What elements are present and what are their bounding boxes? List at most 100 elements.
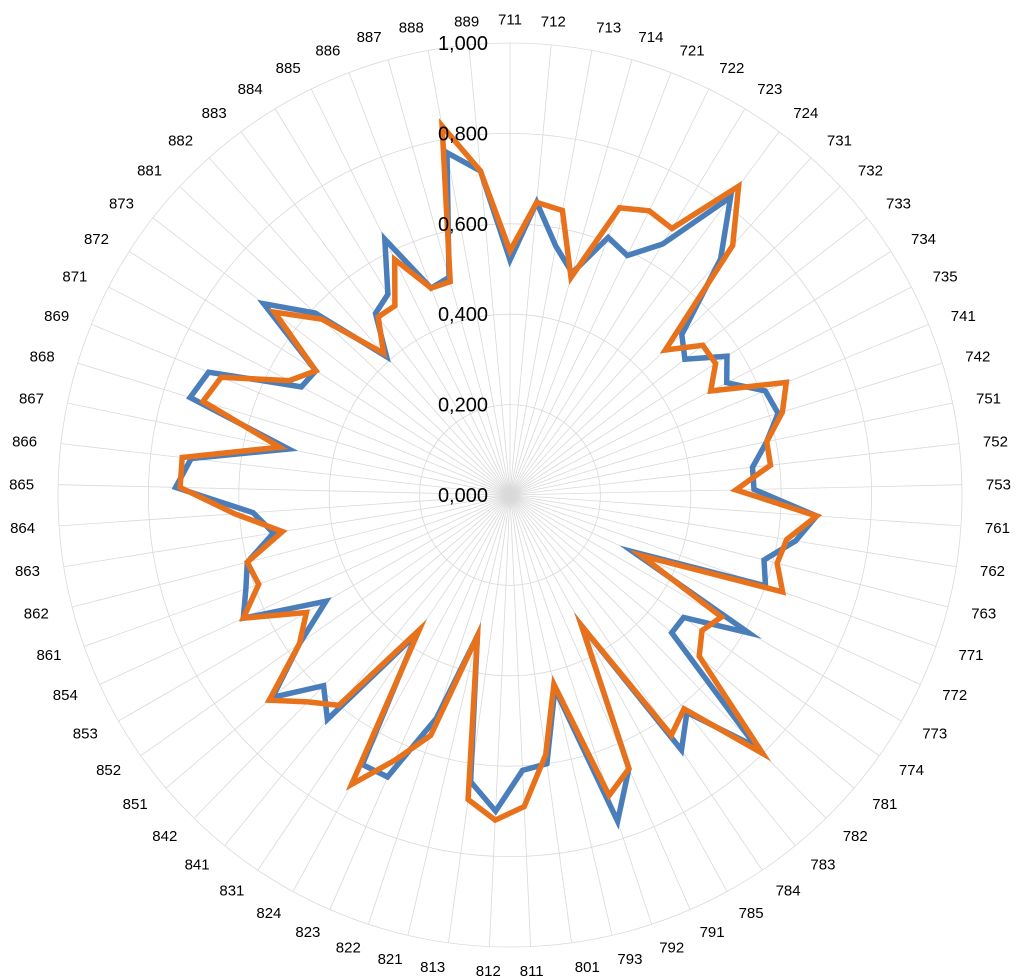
category-label: 762	[980, 563, 1005, 580]
category-label: 753	[986, 477, 1011, 494]
category-label: 842	[152, 828, 177, 845]
category-label: 773	[922, 726, 947, 743]
category-label: 852	[96, 762, 121, 779]
category-label: 869	[44, 308, 69, 325]
category-label: 888	[399, 19, 424, 36]
category-label: 783	[810, 857, 835, 874]
grid-spoke	[77, 362, 511, 496]
grid-ring	[328, 313, 692, 677]
category-label: 714	[638, 29, 663, 46]
category-label: 721	[680, 43, 705, 60]
category-label: 863	[15, 563, 40, 580]
series-layer	[171, 118, 823, 830]
grid-spoke	[407, 494, 511, 936]
category-label: 823	[295, 924, 320, 941]
grid-spoke	[468, 44, 511, 496]
grid-spoke	[509, 494, 763, 871]
grid-spoke	[165, 494, 511, 789]
grid-spoke	[509, 108, 746, 496]
radial-tick-label: 0,600	[438, 214, 488, 236]
grid-spoke	[140, 494, 511, 756]
radial-tick-label: 0,000	[438, 485, 488, 507]
grid-spoke	[509, 494, 855, 789]
category-label: 724	[793, 105, 818, 122]
grid-spoke	[509, 50, 593, 496]
grid-spoke	[310, 88, 511, 496]
category-label: 733	[886, 196, 911, 213]
grid-spoke	[60, 443, 511, 496]
grid-spoke	[509, 402, 953, 496]
grid-rings	[57, 42, 963, 948]
grid-spoke	[509, 494, 827, 819]
grid-spoke	[448, 494, 511, 943]
category-label: 713	[596, 19, 621, 36]
category-label: 884	[238, 81, 263, 98]
grid-spoke	[509, 494, 691, 910]
category-label: 822	[336, 940, 361, 957]
category-label: 871	[62, 269, 87, 286]
grid-spoke	[509, 494, 949, 608]
category-label: 813	[420, 959, 445, 976]
grid-spoke	[152, 217, 511, 496]
category-label: 752	[983, 433, 1008, 450]
grid-spoke	[509, 443, 960, 496]
grid-spoke	[129, 251, 511, 496]
grid-spoke	[509, 494, 961, 527]
radial-tick-label: 0,200	[438, 395, 488, 417]
series-1-line	[171, 148, 822, 830]
grid-spoke	[509, 494, 796, 846]
series-2-line	[177, 118, 823, 824]
category-label: 831	[219, 883, 244, 900]
tick-labels: 0,000 0,200 0,400 0,600 0,800 1,000	[438, 33, 488, 507]
category-label: 793	[617, 951, 642, 968]
category-label: 854	[53, 687, 78, 704]
grid-spoke	[257, 494, 511, 871]
category-label: 873	[109, 196, 134, 213]
grid-spoke	[509, 494, 728, 892]
radial-tick-label: 0,400	[438, 304, 488, 326]
category-label: 723	[757, 81, 782, 98]
grid-spoke	[224, 494, 511, 846]
category-label: 862	[24, 606, 49, 623]
grid-spoke	[208, 157, 511, 496]
grid-spoke	[292, 494, 511, 892]
grid-spoke	[59, 494, 511, 527]
category-label: 785	[739, 905, 764, 922]
grid-spoke	[193, 494, 511, 819]
grid-ring	[419, 404, 601, 586]
grid-spoke	[91, 324, 511, 496]
category-label: 722	[719, 60, 744, 77]
category-label: 711	[498, 12, 522, 29]
grid-ring	[147, 132, 873, 858]
category-label: 774	[899, 762, 924, 779]
category-label: 741	[951, 308, 976, 325]
radial-tick-label: 1,000	[438, 33, 488, 55]
category-label: 824	[256, 905, 281, 922]
category-label: 886	[315, 43, 340, 60]
category-label: 885	[276, 60, 301, 77]
grid-spoke	[108, 286, 511, 496]
category-label: 851	[123, 796, 148, 813]
grid-spoke	[509, 494, 653, 925]
category-label: 784	[776, 883, 801, 900]
grid-spoke	[509, 494, 937, 647]
category-label: 731	[827, 132, 852, 149]
grid-spoke	[509, 186, 841, 496]
category-label: 881	[137, 163, 162, 180]
grid-spoke	[71, 494, 511, 608]
category-label: 872	[84, 231, 109, 248]
category-label: 864	[10, 520, 35, 537]
grid-spoke	[509, 494, 613, 936]
grid-spoke	[99, 494, 511, 685]
category-label: 763	[971, 606, 996, 623]
category-label: 883	[202, 105, 227, 122]
category-label: 801	[575, 959, 600, 976]
grid-spoke	[509, 88, 710, 496]
grid-ring	[238, 223, 782, 767]
grid-spoke	[509, 157, 812, 496]
category-label: 853	[73, 726, 98, 743]
grid-spoke	[509, 494, 531, 947]
category-label: 781	[872, 796, 897, 813]
category-label: 811	[520, 963, 544, 977]
